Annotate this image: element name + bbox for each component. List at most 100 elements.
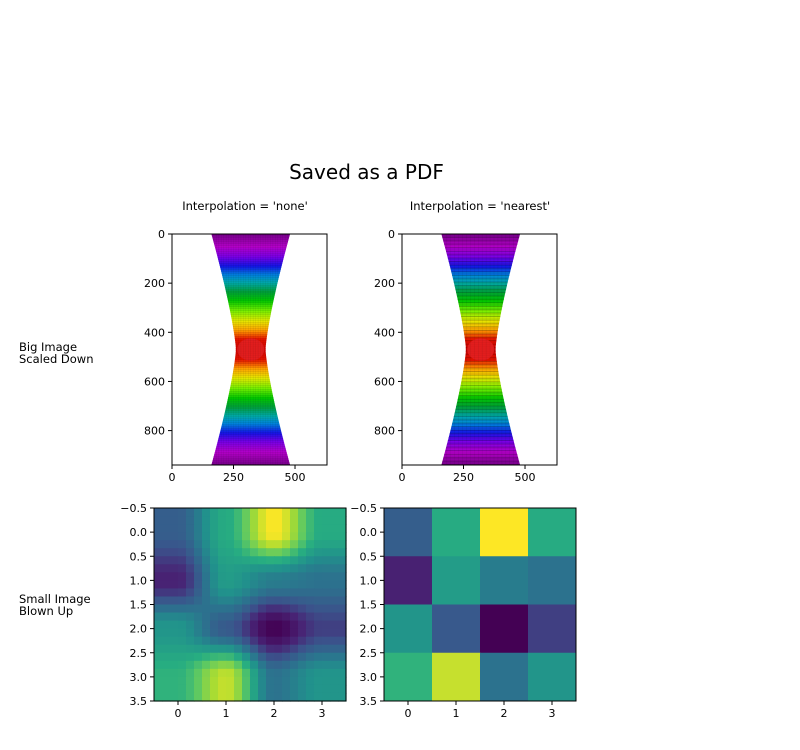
interpolated-cell [170,564,179,573]
interpolated-cell [186,556,195,565]
figure-title: Saved as a PDF [289,160,444,184]
interpolated-cell [186,644,195,654]
interpolated-cell [290,668,299,678]
image-band [211,446,291,449]
interpolated-cell [306,524,315,533]
image-band [211,418,291,422]
interpolated-cell [274,532,283,541]
image-band [211,367,291,371]
interpolated-cell [202,532,211,541]
interpolated-cell [154,572,163,581]
interpolated-cell [194,596,203,606]
interpolated-cell [338,564,347,573]
image-band [211,454,291,457]
interpolated-cell [154,540,163,549]
interpolated-cell [298,636,307,646]
interpolated-cell [202,644,211,654]
interpolated-cell [162,524,171,533]
interpolated-cell [210,612,219,622]
image-band [211,407,291,410]
interpolated-cell [266,540,275,549]
interpolated-cell [282,508,291,517]
axes-frame [171,233,328,466]
interpolated-cell [170,532,179,541]
interpolated-cell [250,564,259,573]
image-band [211,255,291,259]
interpolated-cell [250,548,259,557]
interpolated-cell [162,508,171,517]
interpolated-cell [178,572,187,581]
interpolated-cell [290,508,299,517]
interpolated-cell [186,564,195,573]
interpolated-cell [162,556,171,565]
interpolated-cell [202,604,211,614]
y-tick-label: 400 [144,326,165,339]
x-tick-label: 1 [223,707,230,720]
interpolated-cell [210,508,219,517]
interpolated-cell [250,652,259,662]
interpolated-cell [306,620,315,630]
image-band [211,304,291,308]
interpolated-cell [330,644,339,654]
image-band [211,410,291,414]
interpolated-cell [330,580,339,590]
interpolated-cell [258,620,267,630]
interpolated-cell [154,668,163,678]
interpolated-cell [170,620,179,630]
interpolated-cell [210,540,219,549]
interpolated-cell [290,540,299,549]
interpolated-cell [242,588,251,598]
interpolated-cell [250,668,259,678]
interpolated-cell [298,580,307,590]
interpolated-cell [274,564,283,573]
interpolated-cell [330,548,339,557]
image-band [211,438,291,442]
interpolated-cell [194,628,203,638]
interpolated-cell [186,668,195,678]
interpolated-cell [282,532,291,541]
image-band [211,395,291,398]
image-band [211,237,291,241]
interpolated-cell [202,652,211,662]
interpolated-cell [266,644,275,654]
interpolated-cell [330,524,339,533]
interpolated-cell [266,620,275,630]
interpolated-cell [242,580,251,590]
interpolated-cell [338,628,347,638]
image-band [211,289,291,292]
interpolated-cell [330,676,339,686]
interpolated-cell [154,532,163,541]
interpolated-cell [330,652,339,662]
image-band [211,387,291,390]
interpolated-cell [306,548,315,557]
interpolated-cell [298,604,307,614]
interpolated-cell [226,660,235,670]
interpolated-cell [314,604,323,614]
interpolated-cell [234,604,243,614]
x-tick-label: 0 [175,707,182,720]
interpolated-cell [186,532,195,541]
image-band [211,359,291,363]
image-band [211,436,291,440]
interpolated-cell [242,604,251,614]
interpolated-cell [194,588,203,598]
image-band [211,235,291,239]
interpolated-cell [242,524,251,533]
image-band [211,281,291,284]
interpolated-cell [258,572,267,581]
interpolated-cell [162,644,171,654]
image-band [211,275,291,278]
interpolated-cell [218,604,227,614]
interpolated-cell [210,660,219,670]
interpolated-cell [162,620,171,630]
image-band [211,294,291,298]
interpolated-cell [154,636,163,646]
interpolated-cell [154,604,163,614]
image-band [211,336,291,339]
interpolated-cell [282,524,291,533]
image-band [211,426,291,430]
interpolated-cell [322,564,331,573]
interpolated-cell [242,532,251,541]
interpolated-cell [194,580,203,590]
